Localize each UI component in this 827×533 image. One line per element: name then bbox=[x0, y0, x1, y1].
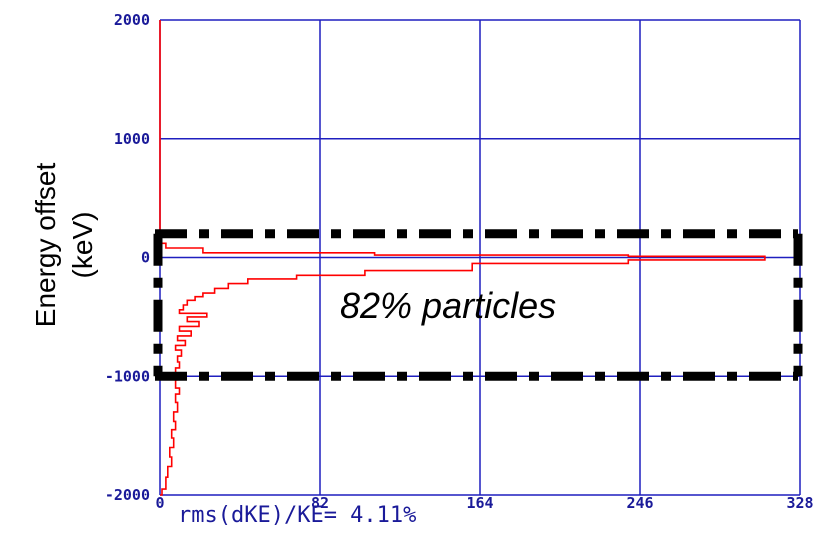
box-label: 82% particles bbox=[340, 285, 556, 326]
grid-lines bbox=[159, 19, 801, 496]
y-axis-label-line2: (keV) bbox=[67, 212, 98, 279]
y-tick-label: -2000 bbox=[105, 486, 150, 504]
selection-box bbox=[153, 229, 803, 381]
y-tick-label: 0 bbox=[141, 249, 150, 267]
tick-labels: 2000 1000 0 -1000 -2000 0 82 164 246 328 bbox=[105, 11, 814, 512]
y-tick-label: 1000 bbox=[114, 130, 150, 148]
rms-readout: rms(dKE)/KE= 4.11% bbox=[178, 503, 416, 528]
x-tick-label: 246 bbox=[626, 494, 653, 512]
y-axis-label-line1: Energy offset bbox=[30, 163, 61, 328]
x-tick-label: 0 bbox=[155, 494, 164, 512]
series-layer bbox=[159, 20, 766, 496]
x-tick-label: 82 bbox=[311, 494, 329, 512]
y-tick-label: 2000 bbox=[114, 11, 150, 29]
y-tick-label: -1000 bbox=[105, 367, 150, 385]
x-tick-label: 328 bbox=[786, 494, 813, 512]
x-tick-label: 164 bbox=[466, 494, 493, 512]
series-line bbox=[159, 20, 766, 496]
